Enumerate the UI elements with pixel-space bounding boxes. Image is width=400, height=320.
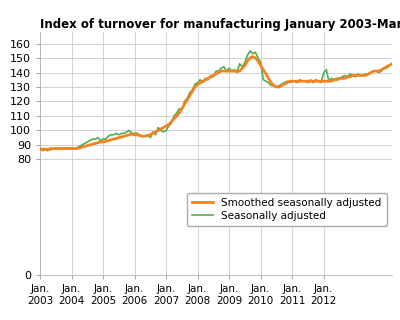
Line: Smoothed seasonally adjusted: Smoothed seasonally adjusted bbox=[40, 57, 392, 149]
Seasonally adjusted bbox=[38, 146, 42, 150]
Smoothed seasonally adjusted bbox=[390, 62, 394, 66]
Smoothed seasonally adjusted bbox=[224, 69, 229, 73]
Smoothed seasonally adjusted bbox=[250, 55, 255, 59]
Smoothed seasonally adjusted bbox=[119, 135, 124, 139]
Seasonally adjusted bbox=[122, 132, 126, 135]
Smoothed seasonally adjusted bbox=[345, 75, 350, 79]
Smoothed seasonally adjusted bbox=[237, 69, 242, 73]
Seasonally adjusted bbox=[248, 49, 252, 53]
Legend: Smoothed seasonally adjusted, Seasonally adjusted: Smoothed seasonally adjusted, Seasonally… bbox=[187, 193, 387, 226]
Seasonally adjusted bbox=[295, 81, 300, 84]
Seasonally adjusted bbox=[371, 69, 376, 73]
Smoothed seasonally adjusted bbox=[38, 147, 42, 151]
Seasonally adjusted bbox=[240, 65, 245, 69]
Smoothed seasonally adjusted bbox=[292, 79, 297, 83]
Text: Index of turnover for manufacturing January 2003-March 2012, 2005=100: Index of turnover for manufacturing Janu… bbox=[40, 18, 400, 31]
Seasonally adjusted bbox=[40, 149, 45, 153]
Seasonally adjusted bbox=[348, 72, 352, 76]
Smoothed seasonally adjusted bbox=[368, 71, 373, 75]
Seasonally adjusted bbox=[227, 66, 232, 70]
Seasonally adjusted bbox=[390, 62, 394, 66]
Line: Seasonally adjusted: Seasonally adjusted bbox=[40, 51, 392, 151]
